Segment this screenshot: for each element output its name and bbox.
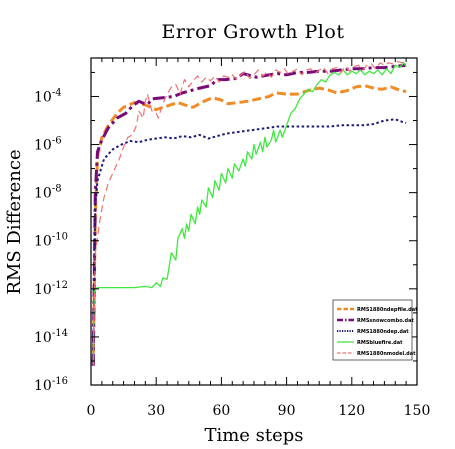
x-tick-label: 30 <box>147 403 165 419</box>
series-line-1 <box>91 84 407 366</box>
x-tick-label: 150 <box>404 403 431 419</box>
y-tick-label: 10-16 <box>34 376 68 394</box>
series-line-4 <box>92 62 407 366</box>
legend-entry: RMSbluefire.dat <box>357 340 403 346</box>
legend-entry: RMS1880nmodel.dat <box>357 351 416 357</box>
legend: RMS1880ndepfile.dat RMSsnowcombo.dat RMS18… <box>332 299 418 361</box>
y-tick-label: 10-14 <box>34 328 68 346</box>
x-axis-label: Time steps <box>204 425 303 446</box>
series-line-5 <box>92 61 407 366</box>
series-layer <box>91 61 407 366</box>
x-tick-label: 60 <box>212 403 230 419</box>
chart-title: Error Growth Plot <box>162 21 345 43</box>
series-line-2 <box>91 63 407 366</box>
x-tick-label: 120 <box>338 403 365 419</box>
y-tick-label: 10-8 <box>34 184 62 202</box>
series-line-3 <box>92 118 407 366</box>
y-tick-label: 10-6 <box>34 136 62 154</box>
legend-entry: RMS1880ndep.dat <box>357 329 409 335</box>
legend-entry: RMS1880ndepfile.dat <box>357 307 418 313</box>
y-tick-label: 10-4 <box>34 87 62 105</box>
y-axis-label: RMS Difference <box>4 149 25 294</box>
y-tick-label: 10-10 <box>34 232 68 250</box>
x-tick-label: 90 <box>278 403 296 419</box>
legend-entry: RMSsnowcombo.dat <box>357 318 414 324</box>
x-tick-labels: 0 30 60 90 120 150 <box>87 403 431 419</box>
y-tick-label: 10-12 <box>34 280 68 298</box>
ticks-layer <box>90 58 418 386</box>
y-tick-labels: 10-4 10-6 10-8 10-10 10-12 10-14 10-16 <box>34 87 68 394</box>
x-tick-label: 0 <box>87 403 96 419</box>
